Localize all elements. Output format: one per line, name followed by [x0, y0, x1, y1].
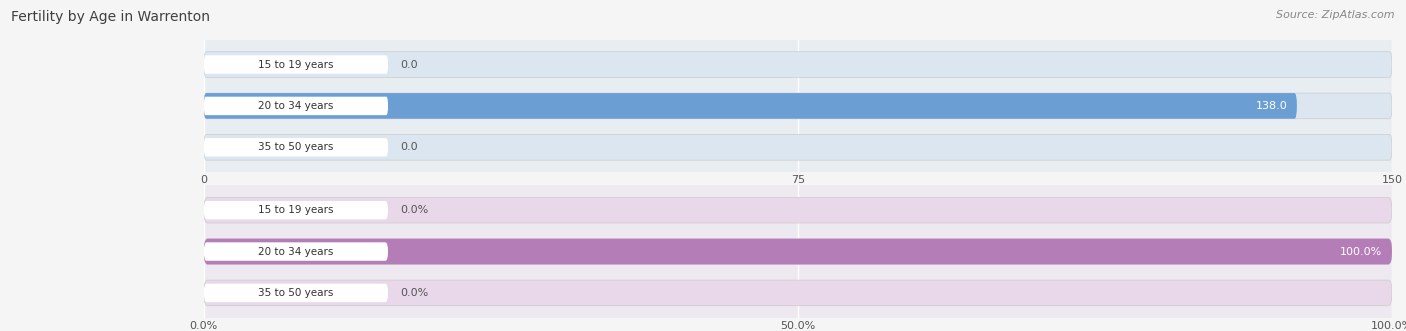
Text: 138.0: 138.0: [1256, 101, 1288, 111]
FancyBboxPatch shape: [204, 280, 1392, 306]
Text: 0.0%: 0.0%: [399, 205, 429, 215]
Text: 15 to 19 years: 15 to 19 years: [259, 205, 333, 215]
FancyBboxPatch shape: [204, 134, 1392, 160]
FancyBboxPatch shape: [204, 93, 1392, 119]
Text: 100.0%: 100.0%: [1340, 247, 1382, 257]
FancyBboxPatch shape: [204, 52, 1392, 77]
FancyBboxPatch shape: [204, 93, 1296, 119]
FancyBboxPatch shape: [204, 138, 388, 157]
Text: 0.0%: 0.0%: [399, 288, 429, 298]
Text: 20 to 34 years: 20 to 34 years: [259, 247, 333, 257]
Text: 35 to 50 years: 35 to 50 years: [259, 288, 333, 298]
FancyBboxPatch shape: [204, 197, 1392, 223]
FancyBboxPatch shape: [204, 97, 388, 115]
FancyBboxPatch shape: [204, 242, 388, 261]
FancyBboxPatch shape: [204, 284, 388, 302]
FancyBboxPatch shape: [204, 239, 1392, 264]
Text: 35 to 50 years: 35 to 50 years: [259, 142, 333, 152]
FancyBboxPatch shape: [204, 201, 388, 219]
Text: 0.0: 0.0: [399, 142, 418, 152]
FancyBboxPatch shape: [204, 239, 1392, 264]
Text: 20 to 34 years: 20 to 34 years: [259, 101, 333, 111]
Text: 15 to 19 years: 15 to 19 years: [259, 60, 333, 70]
Text: 0.0: 0.0: [399, 60, 418, 70]
Text: Fertility by Age in Warrenton: Fertility by Age in Warrenton: [11, 10, 211, 24]
FancyBboxPatch shape: [204, 55, 388, 74]
Text: Source: ZipAtlas.com: Source: ZipAtlas.com: [1277, 10, 1395, 20]
